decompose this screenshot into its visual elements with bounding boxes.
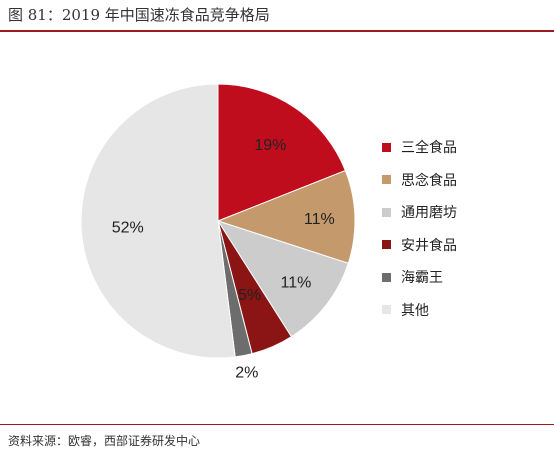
legend-label: 通用磨坊 [401, 205, 457, 222]
chart-title: 图 81：2019 年中国速冻食品竞争格局 [8, 6, 270, 24]
legend-swatch [382, 207, 391, 217]
slice-label-3: 11% [281, 274, 312, 291]
legend-swatch [382, 272, 391, 282]
slice-label-2: 11% [304, 211, 335, 228]
pie-slice-1 [217, 83, 347, 222]
source-divider [0, 424, 554, 425]
legend-swatch [382, 175, 391, 185]
legend-label: 思念食品 [401, 172, 457, 189]
legend-item-3: 通用磨坊 [382, 196, 457, 229]
pie-slice-3 [216, 220, 349, 338]
legend: 三全食品思念食品通用磨坊安井食品海霸王其他 [382, 131, 457, 326]
slice-label-6: 52% [112, 220, 144, 237]
legend-item-1: 三全食品 [382, 131, 457, 164]
legend-item-5: 海霸王 [382, 261, 457, 294]
slice-label-1: 19% [254, 137, 286, 154]
legend-swatch [382, 305, 391, 315]
legend-label: 三全食品 [401, 140, 457, 157]
legend-item-2: 思念食品 [382, 164, 457, 197]
legend-label: 安井食品 [401, 237, 457, 254]
legend-swatch [382, 240, 391, 250]
slice-label-5: 2% [235, 365, 258, 382]
slice-label-4: 5% [238, 287, 261, 304]
legend-label: 其他 [401, 302, 429, 319]
legend-item-4: 安井食品 [382, 229, 457, 262]
source-note: 资料来源：欧睿，西部证券研发中心 [8, 434, 201, 448]
legend-label: 海霸王 [401, 270, 443, 287]
title-divider [0, 30, 554, 32]
legend-item-6: 其他 [382, 294, 457, 327]
pie-slice-6 [80, 83, 236, 359]
pie-slice-2 [216, 169, 356, 264]
legend-swatch [382, 142, 391, 152]
